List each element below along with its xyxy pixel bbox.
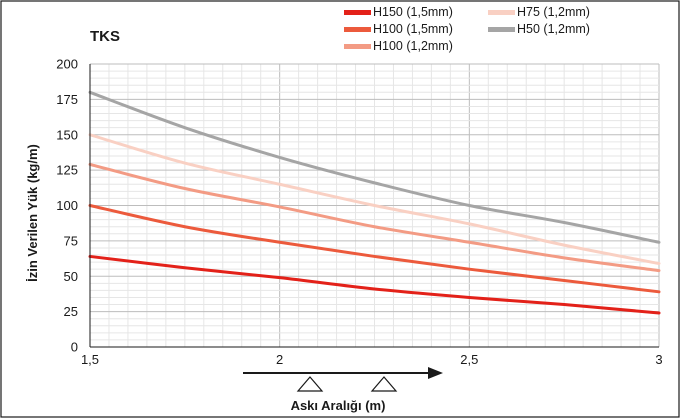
x-tick-label: 3 bbox=[655, 352, 662, 367]
x-tick-label: 2 bbox=[276, 352, 283, 367]
axis-layer: 0 25 50 75 100 125 150 175 200 1,5 2 2,5 3 bbox=[56, 57, 662, 368]
x-axis-label: Askı Aralığı (m) bbox=[291, 398, 386, 413]
y-tick-label: 0 bbox=[71, 340, 78, 355]
series-line-3 bbox=[88, 162, 661, 273]
legend-label-2: H100 (1,5mm) bbox=[373, 22, 453, 36]
x-tick-label: 2,5 bbox=[460, 352, 478, 367]
series-line-1 bbox=[88, 254, 661, 315]
y-tick-label: 100 bbox=[56, 198, 78, 213]
series-line-5 bbox=[88, 90, 661, 244]
legend-swatch-1 bbox=[344, 10, 371, 15]
chart-title: TKS bbox=[90, 28, 120, 45]
legend: H150 (1,5mm) H100 (1,5mm) H100 (1,2mm) H75 … bbox=[344, 5, 590, 53]
series-line-4 bbox=[88, 133, 661, 266]
legend-label-1: H150 (1,5mm) bbox=[373, 5, 453, 19]
series-line-2 bbox=[88, 204, 661, 294]
series-layer bbox=[88, 90, 661, 315]
x-axis-triangle-marker-2 bbox=[370, 376, 398, 392]
x-axis-label-group: Askı Aralığı (m) bbox=[243, 367, 443, 413]
y-tick-label: 50 bbox=[64, 269, 78, 284]
x-axis-triangle-marker-1 bbox=[296, 376, 324, 392]
y-tick-label: 75 bbox=[64, 233, 78, 248]
legend-swatch-3 bbox=[344, 44, 371, 49]
legend-swatch-4 bbox=[488, 10, 515, 15]
y-tick-label: 125 bbox=[56, 163, 78, 178]
y-tick-label: 200 bbox=[56, 57, 78, 72]
y-tick-label: 150 bbox=[56, 127, 78, 142]
x-axis-arrow-head bbox=[428, 367, 443, 379]
y-tick-label: 175 bbox=[56, 92, 78, 107]
y-tick-label: 25 bbox=[64, 304, 78, 319]
legend-label-4: H75 (1,2mm) bbox=[517, 5, 590, 19]
legend-label-3: H100 (1,2mm) bbox=[373, 39, 453, 53]
legend-swatch-2 bbox=[344, 27, 371, 32]
y-axis-label: İzin Verilen Yük (kg/m) bbox=[25, 144, 40, 282]
legend-label-5: H50 (1,2mm) bbox=[517, 22, 590, 36]
legend-swatch-5 bbox=[488, 27, 515, 32]
x-tick-label: 1,5 bbox=[81, 352, 99, 367]
